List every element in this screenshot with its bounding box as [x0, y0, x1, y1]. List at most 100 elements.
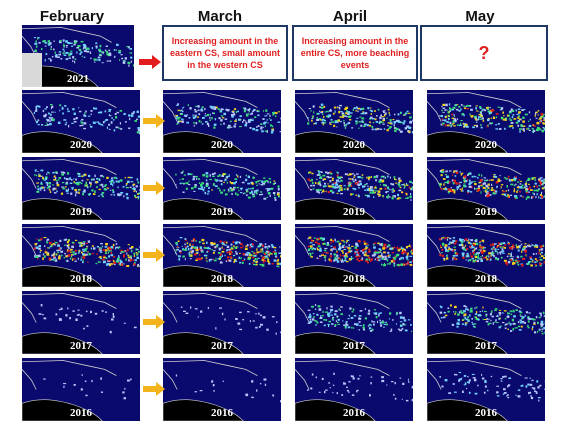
may-2021-note: ? — [420, 25, 548, 81]
sargassum-density-pixel — [58, 177, 62, 179]
sargassum-density-pixel — [468, 391, 471, 394]
sargassum-density-pixel — [504, 119, 507, 121]
sargassum-density-pixel — [183, 114, 187, 117]
sargassum-density-pixel — [123, 195, 125, 198]
sargassum-density-pixel — [477, 117, 479, 121]
sargassum-density-pixel — [253, 109, 255, 112]
sargassum-density-pixel — [252, 195, 256, 198]
sargassum-density-pixel — [369, 192, 372, 194]
sargassum-density-pixel — [462, 105, 466, 107]
sargassum-density-pixel — [194, 239, 196, 242]
sargassum-density-pixel — [330, 238, 333, 242]
sargassum-density-pixel — [338, 308, 340, 311]
sargassum-density-pixel — [188, 117, 191, 119]
sargassum-density-pixel — [354, 188, 357, 191]
sargassum-density-pixel — [219, 179, 221, 182]
sargassum-density-pixel — [327, 183, 329, 185]
sargassum-density-pixel — [453, 113, 455, 117]
sargassum-density-pixel — [388, 196, 391, 198]
sargassum-density-pixel — [217, 252, 221, 254]
sargassum-density-pixel — [75, 318, 78, 321]
sargassum-density-pixel — [196, 257, 200, 260]
sargassum-density-pixel — [66, 259, 69, 262]
sargassum-density-pixel — [321, 315, 324, 317]
south-america-landmass — [427, 198, 508, 220]
sargassum-density-pixel — [74, 260, 77, 262]
sargassum-density-pixel — [198, 113, 201, 116]
sargassum-density-pixel — [78, 313, 80, 316]
year-label: 2021 — [67, 73, 89, 85]
sargassum-density-pixel — [450, 190, 454, 193]
orange-arrow-icon — [143, 382, 165, 396]
sargassum-density-pixel — [109, 330, 112, 334]
sargassum-density-pixel — [489, 107, 491, 108]
sargassum-density-pixel — [452, 237, 456, 239]
sargassum-density-pixel — [136, 248, 139, 251]
sargassum-density-pixel — [359, 182, 362, 186]
sargassum-density-pixel — [465, 318, 469, 321]
sargassum-density-pixel — [445, 170, 448, 173]
sargassum-density-pixel — [120, 192, 124, 194]
sargassum-density-pixel — [38, 313, 42, 315]
sargassum-density-pixel — [537, 110, 540, 112]
sargassum-density-pixel — [100, 183, 104, 186]
sargassum-density-pixel — [366, 255, 370, 257]
sargassum-density-pixel — [320, 103, 324, 106]
sargassum-density-pixel — [539, 256, 541, 258]
sargassum-density-pixel — [542, 244, 544, 247]
sargassum-density-pixel — [55, 54, 58, 57]
sargassum-density-pixel — [522, 317, 524, 320]
sargassum-density-pixel — [484, 182, 486, 185]
year-label: 2016 — [211, 407, 233, 419]
sargassum-density-pixel — [308, 315, 312, 318]
sargassum-density-pixel — [347, 239, 350, 241]
sargassum-density-pixel — [364, 317, 367, 320]
sargassum-density-pixel — [342, 320, 344, 322]
sargassum-density-pixel — [542, 196, 545, 198]
sargassum-density-pixel — [343, 122, 345, 125]
sargassum-density-pixel — [503, 388, 506, 391]
sargassum-density-pixel — [117, 112, 120, 114]
sargassum-density-pixel — [131, 112, 135, 115]
sargassum-density-pixel — [139, 189, 140, 191]
sargassum-density-pixel — [95, 262, 98, 265]
sargassum-density-pixel — [540, 320, 544, 323]
sargassum-density-pixel — [396, 198, 398, 200]
sargassum-density-pixel — [490, 244, 492, 247]
sargassum-density-pixel — [110, 179, 114, 182]
sargassum-density-pixel — [252, 243, 254, 246]
sargassum-density-pixel — [272, 183, 275, 185]
sargassum-density-pixel — [485, 184, 488, 186]
sargassum-density-pixel — [251, 112, 253, 115]
sargassum-density-pixel — [503, 375, 507, 378]
sargassum-density-pixel — [439, 311, 443, 314]
sargassum-density-pixel — [58, 41, 62, 44]
sargassum-density-pixel — [353, 174, 356, 177]
red-arrow-icon — [139, 55, 161, 69]
sargassum-density-pixel — [316, 257, 319, 259]
sargassum-density-pixel — [474, 323, 477, 325]
sargassum-density-pixel — [79, 45, 81, 48]
sargassum-density-pixel — [315, 189, 318, 191]
sargassum-density-pixel — [512, 322, 516, 325]
sargassum-density-pixel — [129, 176, 133, 179]
sargassum-density-pixel — [98, 122, 101, 125]
sargassum-density-pixel — [452, 178, 454, 181]
sargassum-density-pixel — [488, 111, 492, 114]
sargassum-density-pixel — [124, 387, 126, 390]
sargassum-density-pixel — [368, 323, 372, 325]
sargassum-density-pixel — [247, 175, 250, 179]
sargassum-density-pixel — [50, 118, 54, 121]
sargassum-density-pixel — [407, 130, 409, 132]
sargassum-density-pixel — [224, 178, 227, 182]
sargassum-density-pixel — [460, 244, 464, 247]
sargassum-density-pixel — [349, 119, 352, 121]
sargassum-density-pixel — [495, 319, 497, 322]
sargassum-density-pixel — [448, 181, 451, 184]
sargassum-density-pixel — [360, 259, 362, 261]
sargassum-density-pixel — [338, 188, 342, 190]
sargassum-density-pixel — [461, 243, 463, 245]
sargassum-density-pixel — [383, 245, 385, 248]
sargassum-density-pixel — [343, 259, 347, 262]
sargassum-density-pixel — [220, 110, 223, 113]
